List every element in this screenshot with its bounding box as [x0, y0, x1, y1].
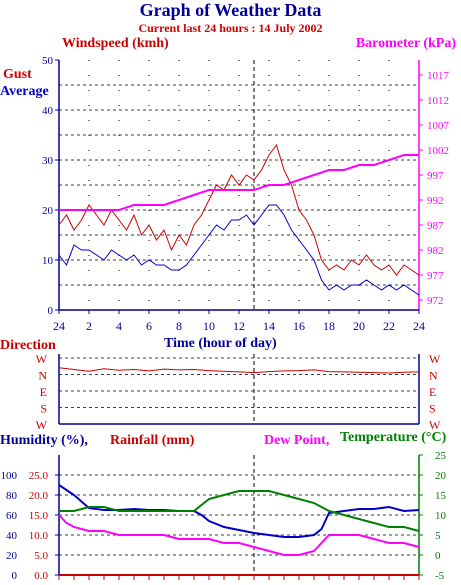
- average-legend-label: Average: [0, 84, 49, 99]
- humidity-tick-label: 20: [6, 550, 18, 562]
- direction-left-tick-label: N: [38, 369, 47, 383]
- wind-x-tick-label: 24: [413, 319, 425, 333]
- direction-left-tick-label: S: [40, 402, 47, 416]
- series-line-dew-point: [58, 514, 420, 556]
- temperature-tick-label: 5: [435, 530, 441, 542]
- wind-x-tick-label: 16: [293, 319, 305, 333]
- humidity-tick-label: 80: [6, 490, 18, 502]
- wind-direction-chart: W WN NE ES SW W: [36, 352, 441, 432]
- wind-left-tick-label: 40: [42, 105, 54, 117]
- wind-x-tick-label: 20: [353, 319, 365, 333]
- temperature-tick-label: 15: [435, 490, 447, 502]
- humidity-legend-label: Humidity (%),: [0, 433, 88, 448]
- wind-left-tick-label: 0: [48, 305, 54, 317]
- direction-left-tick-label: W: [36, 418, 48, 432]
- wind-left-tick-label: 30: [42, 155, 54, 167]
- wind-x-tick-label: 2: [86, 319, 92, 333]
- wind-x-tick-label: 4: [116, 319, 122, 333]
- barometer-right-tick-label: 977: [427, 270, 444, 282]
- barometer-right-tick-label: 1012: [427, 95, 449, 107]
- barometer-right-tick-label: 1007: [427, 120, 450, 132]
- temperature-tick-label: 10: [435, 510, 447, 522]
- direction-left-tick-label: E: [40, 385, 47, 399]
- temperature-tick-label: 0: [435, 550, 441, 562]
- windspeed-axis-title: Windspeed (kmh): [62, 36, 169, 51]
- direction-right-tick-label: S: [429, 402, 436, 416]
- humidity-tick-label: 0: [12, 570, 18, 582]
- barometer-right-tick-label: 972: [427, 295, 444, 307]
- time-axis-title: Time (hour of day): [164, 336, 277, 351]
- wind-x-tick-label: 24: [53, 319, 65, 333]
- wind-barometer-chart: 0102030405097297798298799299710021007101…: [42, 55, 450, 333]
- humidity-tick-label: 40: [6, 530, 18, 542]
- barometer-right-tick-label: 1002: [427, 145, 449, 157]
- rainfall-tick-label: 0.0: [34, 570, 48, 582]
- barometer-right-tick-label: 992: [427, 195, 444, 207]
- rainfall-legend-label: Rainfall (mm): [110, 433, 195, 448]
- rainfall-tick-label: 20.0: [29, 490, 49, 502]
- barometer-right-tick-label: 987: [427, 220, 444, 232]
- wind-x-tick-label: 6: [146, 319, 152, 333]
- humidity-tick-label: 100: [1, 470, 18, 482]
- wind-x-tick-label: 10: [203, 319, 215, 333]
- series-line-barometer: [59, 154, 419, 211]
- series-line-average: [58, 204, 420, 296]
- temperature-tick-label: -5: [435, 570, 445, 582]
- wind-x-tick-label: 14: [263, 319, 275, 333]
- page-title: Graph of Weather Data: [139, 0, 322, 20]
- direction-right-tick-label: W: [429, 352, 441, 366]
- rainfall-tick-label: 15.0: [29, 510, 49, 522]
- barometer-right-tick-label: 1017: [427, 70, 450, 82]
- gust-legend-label: Gust: [3, 67, 32, 82]
- series-line-direction: [58, 367, 420, 374]
- page-subtitle: Current last 24 hours : 14 July 2002: [138, 21, 323, 35]
- temperature-tick-label: 20: [435, 470, 447, 482]
- wind-left-tick-label: 50: [42, 55, 54, 67]
- wind-x-tick-label: 18: [323, 319, 335, 333]
- rainfall-tick-label: 25.0: [29, 470, 49, 482]
- direction-left-tick-label: W: [36, 352, 48, 366]
- series-line-humidity: [58, 484, 420, 538]
- wind-left-tick-label: 10: [42, 255, 54, 267]
- direction-right-tick-label: E: [429, 385, 436, 399]
- direction-axis-title: Direction: [0, 338, 56, 353]
- temperature-tick-label: 25: [435, 450, 447, 462]
- wind-x-tick-label: 8: [176, 319, 182, 333]
- series-line-gust: [58, 143, 420, 276]
- humidity-tick-label: 60: [6, 510, 18, 522]
- barometer-axis-title: Barometer (kPa): [355, 36, 456, 51]
- barometer-right-tick-label: 982: [427, 245, 444, 257]
- temperature-legend-label: Temperature (°C): [340, 430, 447, 445]
- direction-right-tick-label: N: [429, 369, 438, 383]
- wind-x-tick-label: 22: [383, 319, 395, 333]
- barometer-right-tick-label: 997: [427, 170, 444, 182]
- humidity-temperature-chart: 0 0.0 20 5.0 40 10.0 60 15.0 80 20.0 100 25.0 -5 0 5 10…: [1, 450, 447, 582]
- rainfall-tick-label: 10.0: [29, 530, 49, 542]
- series-line-temperature: [59, 490, 420, 532]
- wind-x-tick-label: 12: [233, 319, 245, 333]
- direction-right-tick-label: W: [429, 418, 441, 432]
- dew-point-legend-label: Dew Point,: [264, 433, 330, 448]
- wind-left-tick-label: 20: [42, 205, 54, 217]
- rainfall-tick-label: 5.0: [34, 550, 48, 562]
